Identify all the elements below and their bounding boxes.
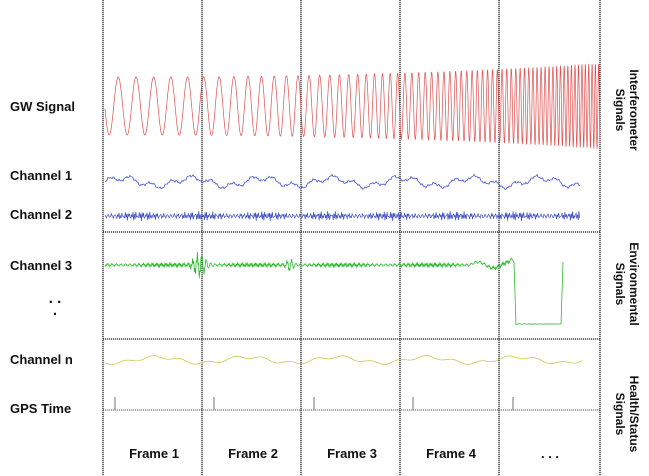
channel-1-trace <box>104 173 581 190</box>
channel-n-label: Channel n <box>10 352 73 367</box>
environmental-group-line-1: Environmental <box>627 242 641 326</box>
environmental-group-line-2: Signals <box>613 262 627 306</box>
gw-signal-label: GW Signal <box>10 99 75 114</box>
gps-time-ticks <box>114 397 514 410</box>
interferometer-group-line-1: Interferometer <box>627 69 641 151</box>
health-group-line-1: Health/Status <box>627 375 641 453</box>
channel-2-label: Channel 2 <box>10 207 73 222</box>
channel-1-label: Channel 1 <box>10 168 73 183</box>
frame-more-label: . . . <box>540 446 560 461</box>
frame-1-label: Frame 1 <box>129 446 179 461</box>
frame-3-label: Frame 3 <box>327 446 377 461</box>
frame-2-label: Frame 2 <box>228 446 278 461</box>
channel-2-trace <box>104 210 580 222</box>
health-group-line-2: Signals <box>613 392 627 436</box>
channel-3-trace <box>104 251 564 326</box>
gw-signal-trace <box>104 63 601 149</box>
frame-4-label: Frame 4 <box>426 446 476 461</box>
interferometer-group-line-2: Signals <box>613 88 627 132</box>
gps-time-label: GPS Time <box>10 401 72 416</box>
frame-grid <box>102 0 601 476</box>
channel-3-label: Channel 3 <box>10 258 73 273</box>
channel-n-trace <box>104 355 583 365</box>
interferometer-signals-group-label: Interferometer Signals <box>613 50 641 170</box>
environmental-signals-group-label: Environmental Signals <box>613 224 641 344</box>
channel-ellipsis: . . . <box>48 290 62 319</box>
health-status-signals-group-label: Health/Status Signals <box>613 354 641 474</box>
